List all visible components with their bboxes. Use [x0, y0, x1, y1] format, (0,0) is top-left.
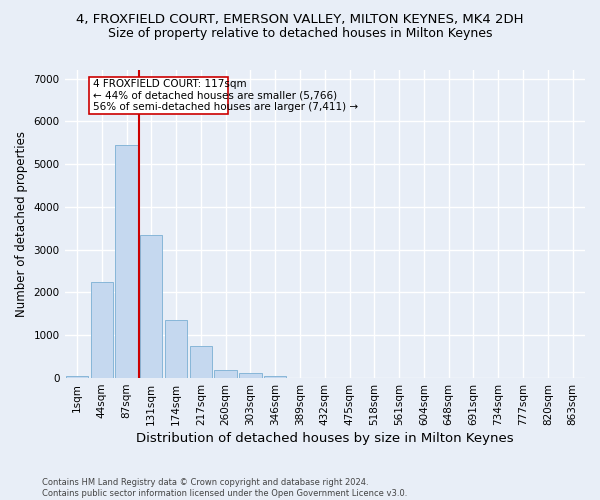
Y-axis label: Number of detached properties: Number of detached properties — [15, 131, 28, 317]
Text: 4, FROXFIELD COURT, EMERSON VALLEY, MILTON KEYNES, MK4 2DH: 4, FROXFIELD COURT, EMERSON VALLEY, MILT… — [76, 12, 524, 26]
Bar — [239, 373, 262, 378]
Bar — [190, 346, 212, 378]
Text: 4 FROXFIELD COURT: 117sqm
← 44% of detached houses are smaller (5,766)
56% of se: 4 FROXFIELD COURT: 117sqm ← 44% of detac… — [92, 79, 358, 112]
Bar — [115, 145, 137, 378]
Bar — [140, 234, 163, 378]
Text: Contains HM Land Registry data © Crown copyright and database right 2024.
Contai: Contains HM Land Registry data © Crown c… — [42, 478, 407, 498]
Bar — [91, 282, 113, 378]
Bar — [214, 370, 237, 378]
Bar — [264, 376, 286, 378]
Text: Size of property relative to detached houses in Milton Keynes: Size of property relative to detached ho… — [108, 28, 492, 40]
X-axis label: Distribution of detached houses by size in Milton Keynes: Distribution of detached houses by size … — [136, 432, 514, 445]
Bar — [66, 376, 88, 378]
Bar — [165, 320, 187, 378]
FancyBboxPatch shape — [89, 77, 227, 114]
